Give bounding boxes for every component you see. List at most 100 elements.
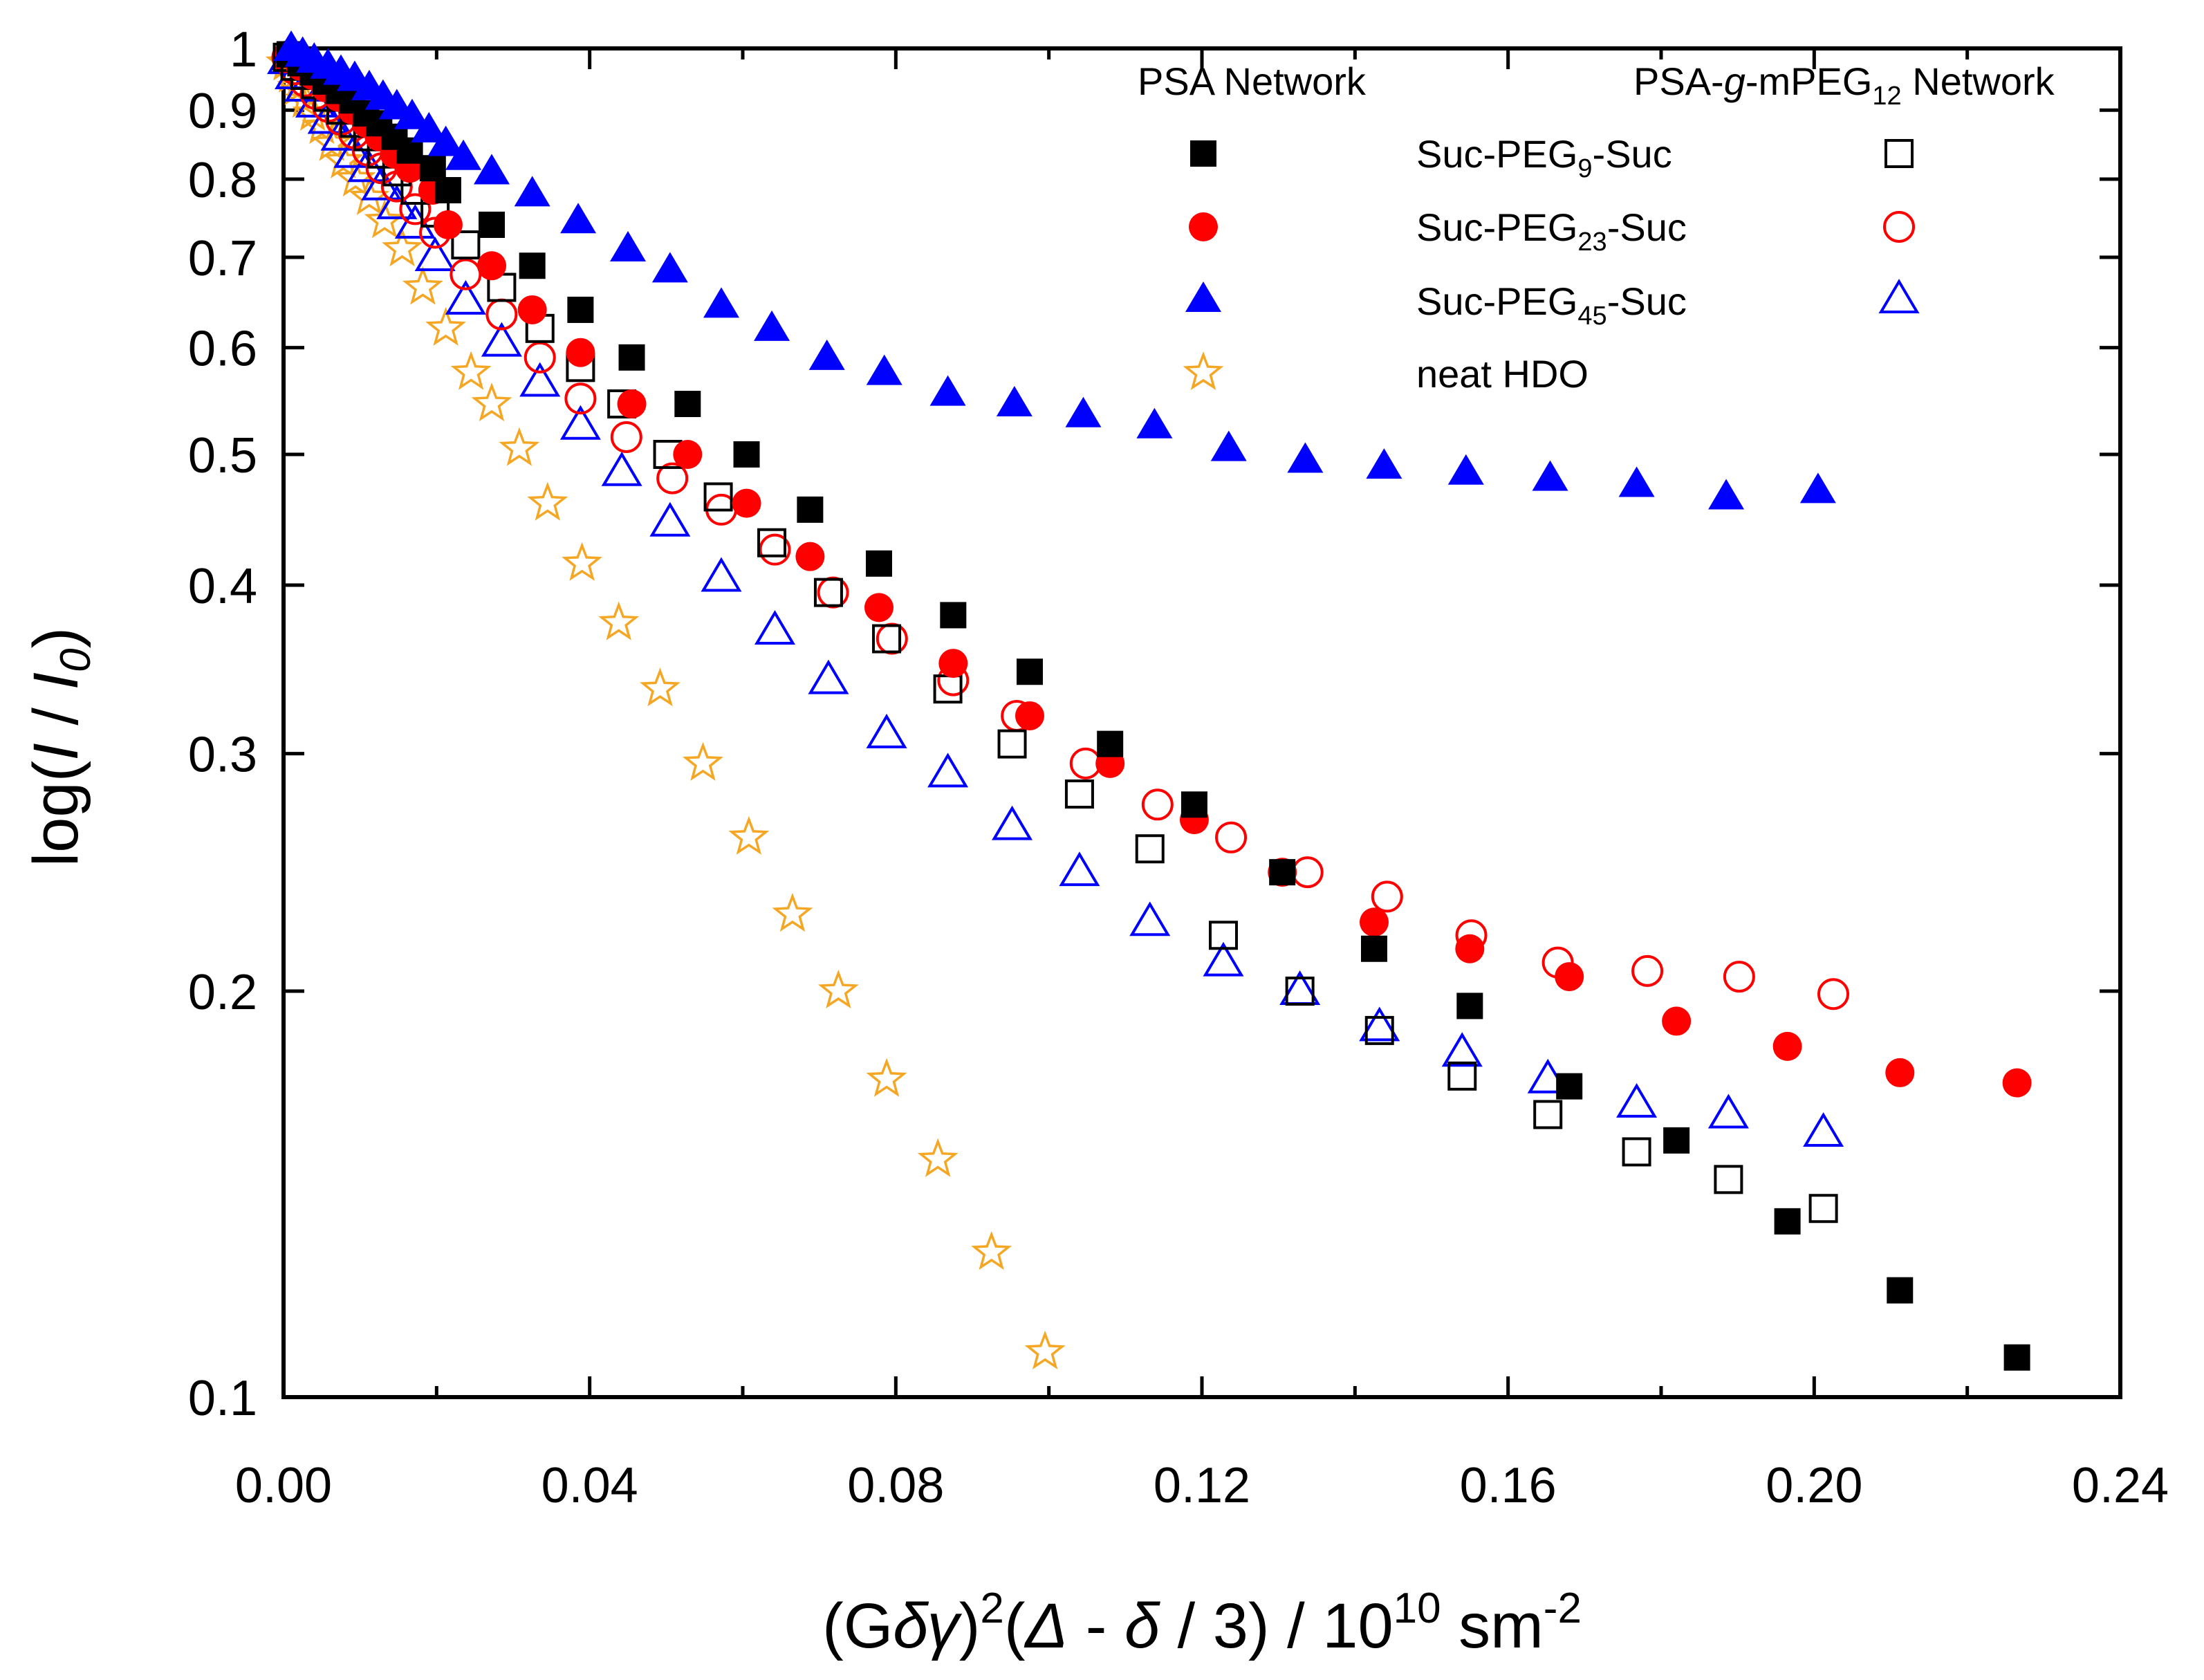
data-point — [434, 177, 461, 204]
data-point — [929, 375, 966, 406]
x-axis-label-delta: δ — [893, 1591, 929, 1661]
data-point — [866, 713, 907, 748]
y-axis-label-main: log( — [21, 760, 91, 867]
data-point — [703, 287, 740, 318]
legend-marker — [1883, 211, 1915, 243]
legend-marker — [1183, 351, 1224, 390]
legend-label-post: -Suc — [1607, 279, 1687, 323]
data-point — [320, 116, 362, 151]
y-tick-label: 0.4 — [188, 559, 257, 614]
legend-markers — [1183, 139, 1920, 390]
data-point — [419, 155, 446, 182]
data-point — [940, 602, 967, 629]
data-point — [560, 203, 597, 234]
legend-marker — [1185, 281, 1221, 312]
data-point — [322, 139, 364, 178]
data-point — [992, 805, 1033, 840]
data-point — [733, 441, 760, 468]
data-point — [656, 462, 689, 495]
data-point — [425, 306, 466, 346]
data-point — [1803, 1112, 1844, 1147]
data-point — [1887, 1277, 1914, 1304]
x-axis-label-sup10: 10 — [1393, 1585, 1441, 1632]
legend-label-pre: neat HDO — [1416, 352, 1589, 396]
data-point — [927, 753, 969, 788]
data-point — [732, 488, 761, 518]
x-axis-label-delta2: δ — [1124, 1591, 1160, 1661]
data-point — [433, 210, 463, 239]
data-point — [864, 593, 893, 622]
data-point — [876, 622, 908, 655]
data-point — [813, 578, 843, 607]
x-axis-label-supm2: -2 — [1544, 1585, 1582, 1632]
data-point — [411, 111, 447, 142]
data-point — [795, 542, 825, 571]
data-point — [817, 970, 859, 1009]
data-point — [399, 193, 432, 225]
x-axis-label-p2: ( — [1004, 1591, 1026, 1661]
data-point — [1555, 962, 1584, 992]
data-point — [1774, 1208, 1801, 1235]
data-point — [1616, 1082, 1658, 1118]
data-point — [1707, 1093, 1749, 1129]
data-point — [1556, 1073, 1583, 1100]
y-axis-label-sep: / — [21, 690, 91, 744]
data-point — [797, 496, 824, 523]
data-point — [499, 427, 540, 466]
data-point — [1532, 460, 1568, 491]
data-point — [519, 252, 546, 279]
x-axis-label: (Gδγ)2(Δ - δ / 3) / 1010 sm-2 — [822, 1585, 1582, 1661]
x-tick-label: 0.08 — [847, 1458, 944, 1513]
data-point — [445, 279, 486, 315]
data-point — [1456, 993, 1483, 1019]
y-tick-labels: 0.1 0.2 0.3 0.4 0.5 0.6 0.7 0.8 0.9 1 — [188, 22, 257, 1426]
x-axis-label-mid: - — [1068, 1591, 1124, 1661]
data-point — [865, 550, 892, 577]
y-axis-label-i: I — [21, 743, 91, 761]
data-point — [364, 199, 405, 239]
data-point — [445, 139, 482, 170]
legend-label-post: -Suc — [1593, 132, 1672, 176]
data-point — [649, 501, 691, 537]
data-point — [996, 386, 1032, 417]
data-point — [524, 341, 556, 373]
tick-marks — [281, 46, 2122, 1399]
data-point — [1772, 1031, 1802, 1061]
legend-label-suc-peg9: Suc-PEG9-Suc — [1416, 132, 1672, 183]
y-axis-label: log(I / I0) — [21, 627, 100, 867]
x-tick-labels: 0.00 0.04 0.08 0.12 0.16 0.20 0.24 — [235, 1458, 2169, 1513]
y-tick-label: 0.7 — [188, 231, 257, 286]
data-point — [559, 405, 601, 440]
data-point — [917, 1138, 959, 1177]
data-point — [479, 211, 506, 238]
data-point — [1097, 730, 1124, 757]
legend-label-neat-hdo: neat HDO — [1416, 352, 1589, 396]
x-tick-label: 0.04 — [541, 1458, 638, 1513]
x-tick-label: 0.00 — [235, 1458, 332, 1513]
legend-label-pre: Suc-PEG — [1416, 279, 1577, 323]
data-point — [564, 382, 597, 415]
y-axis-label-close: ) — [21, 627, 91, 649]
data-point — [1129, 901, 1171, 936]
data-point — [1065, 396, 1102, 427]
data-points — [265, 30, 2032, 1371]
y-tick-label: 0.1 — [188, 1371, 257, 1426]
data-point — [674, 391, 701, 418]
data-point — [451, 230, 481, 260]
data-point — [673, 440, 703, 470]
legend-label-suc-peg45: Suc-PEG45-Suc — [1416, 279, 1687, 331]
data-point — [651, 252, 688, 283]
data-point — [1208, 921, 1238, 950]
legend-marker — [1190, 140, 1216, 167]
legend-header-pre: PSA- — [1633, 59, 1724, 103]
x-axis-label-unit: sm — [1441, 1591, 1544, 1661]
data-point — [1371, 880, 1403, 913]
data-point — [1714, 1165, 1743, 1194]
data-point — [808, 659, 849, 694]
legend-header-tail: Network — [1902, 59, 2055, 103]
data-point — [1287, 442, 1324, 473]
y-tick-label: 0.6 — [188, 322, 257, 377]
data-point — [567, 296, 594, 323]
data-point — [1215, 821, 1248, 853]
data-point — [1366, 448, 1402, 479]
